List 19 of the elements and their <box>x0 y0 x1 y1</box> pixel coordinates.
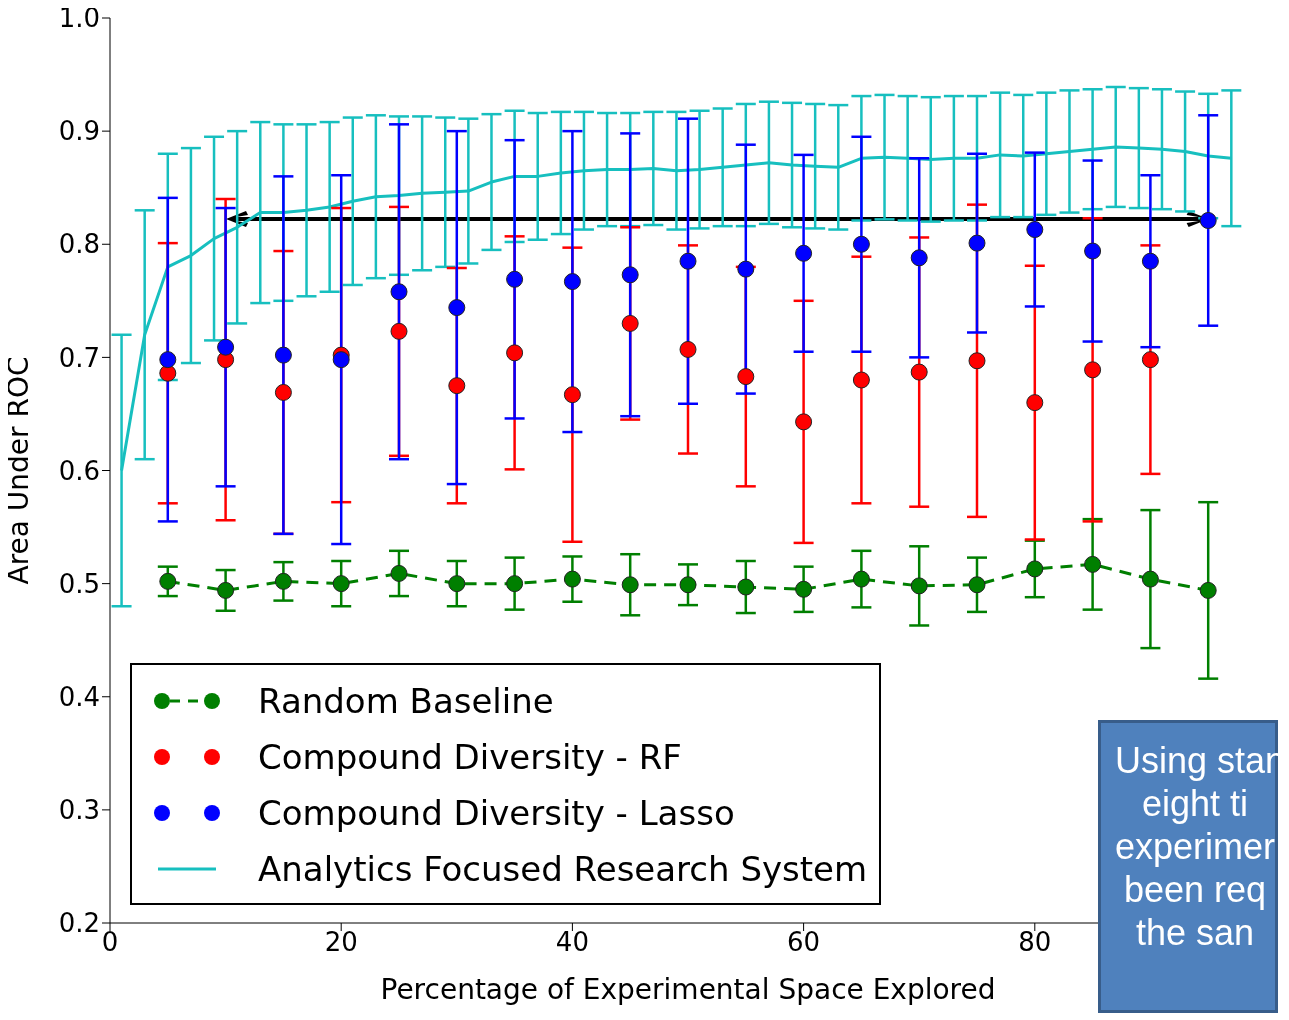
y-tick-label: 0.4 <box>58 681 100 712</box>
y-tick-label: 0.2 <box>58 908 100 939</box>
y-tick-label: 0.9 <box>58 116 100 147</box>
x-axis-title: Percentage of Experimental Space Explored <box>380 973 996 1006</box>
legend-label: Compound Diversity - RF <box>258 737 682 777</box>
y-tick-label: 0.5 <box>58 568 100 599</box>
legend-label: Random Baseline <box>258 681 554 721</box>
x-tick-label: 40 <box>555 927 589 958</box>
legend-label: Compound Diversity - Lasso <box>258 793 735 833</box>
x-tick-label: 80 <box>1018 927 1052 958</box>
x-tick-label: 0 <box>101 927 119 958</box>
x-tick-label: 20 <box>324 927 358 958</box>
y-tick-label: 0.6 <box>58 455 100 486</box>
y-tick-label: 0.3 <box>58 795 100 826</box>
legend-label: Analytics Focused Research System <box>258 849 868 889</box>
y-tick-label: 1.0 <box>58 3 100 34</box>
y-tick-label: 0.8 <box>58 229 100 260</box>
x-tick-label: 60 <box>787 927 821 958</box>
y-tick-label: 0.7 <box>58 342 100 373</box>
